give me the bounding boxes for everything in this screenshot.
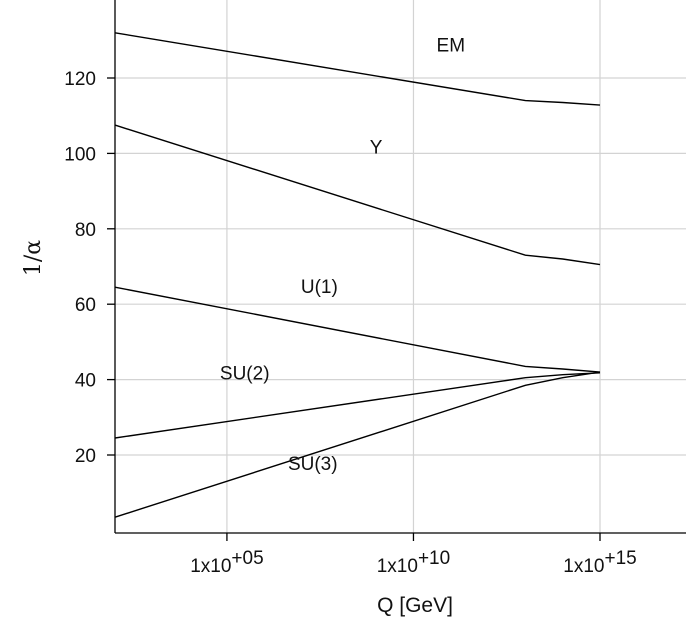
y-tick-label-2: 60	[75, 295, 96, 316]
series-label-su-3: SU(3)	[288, 454, 338, 475]
y-tick-labels: 20 40 60 80 100 120	[64, 69, 115, 467]
y-tick-label-0: 20	[75, 446, 96, 467]
series-line-su-3	[114, 371, 601, 518]
series-lines	[114, 32, 601, 518]
y-axis-title: 1/α	[21, 240, 46, 276]
x-tick-labels: 1x10+05 1x10+10 1x10+15	[190, 533, 637, 577]
x-tick-label-0: 1x10+05	[190, 548, 263, 577]
axes	[114, 0, 686, 534]
series-label-u-1: U(1)	[301, 277, 338, 298]
series-line-y	[114, 124, 601, 266]
x-tick-label-1: 1x10+10	[377, 548, 450, 577]
x-tick-label-2: 1x10+15	[563, 548, 636, 577]
y-tick-label-4: 100	[64, 144, 96, 165]
x-axis-title: Q [GeV]	[377, 594, 453, 617]
series-label-su-2: SU(2)	[220, 364, 270, 385]
y-tick-label-5: 120	[64, 69, 96, 90]
series-label-y: Y	[370, 137, 383, 158]
series-line-su-2	[114, 372, 601, 439]
series-labels: EM Y U(1) SU(2) SU(3)	[220, 36, 465, 475]
y-tick-label-3: 80	[75, 220, 96, 241]
grid	[115, 0, 686, 533]
series-label-em: EM	[437, 36, 466, 57]
series-line-u-1	[114, 286, 601, 373]
series-line-em	[114, 32, 601, 106]
y-tick-label-1: 40	[75, 371, 96, 392]
